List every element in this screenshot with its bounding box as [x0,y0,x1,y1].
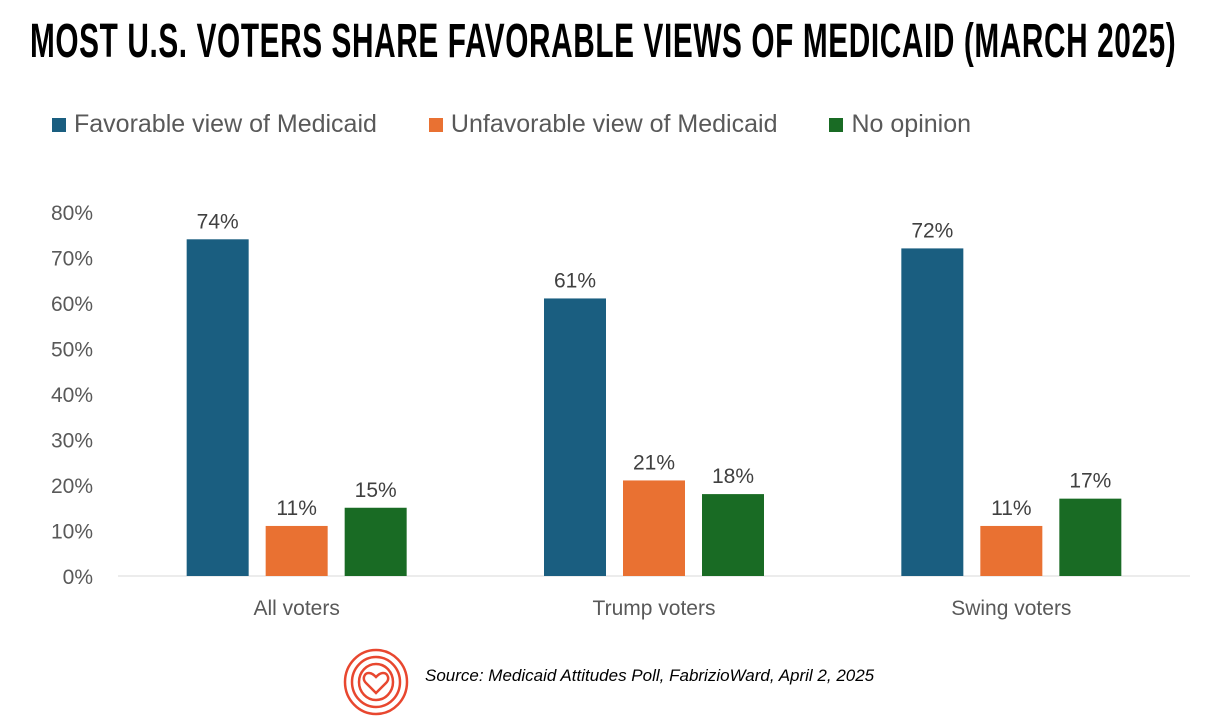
y-tick-label: 50% [51,339,93,362]
legend-label: Favorable view of Medicaid [74,110,377,138]
x-tick-label: Swing voters [951,597,1071,620]
data-label: 11% [276,497,316,520]
legend-item: Favorable view of Medicaid [52,110,377,139]
y-tick-label: 40% [51,384,93,407]
bar [265,525,328,576]
data-label: 11% [991,497,1031,520]
bar [1059,498,1122,576]
legend-label: Unfavorable view of Medicaid [450,110,778,138]
x-tick-label: Trump voters [593,597,716,620]
concentric-heart-logo-icon [343,648,409,716]
data-label: 21% [633,451,675,474]
bar [623,480,685,576]
data-label: 15% [355,479,397,502]
data-label: 18% [712,465,754,488]
data-label: 61% [554,269,596,292]
data-label: 17% [1069,470,1111,493]
bar [344,507,407,576]
source-note: Source: Medicaid Attitudes Poll, Fabrizi… [425,666,875,685]
y-tick-label: 70% [51,248,93,271]
x-tick-label: All voters [253,597,339,620]
data-label: 72% [911,219,953,242]
legend-item: No opinion [829,110,971,139]
y-tick-label: 60% [51,293,93,316]
legend-swatch [428,117,443,132]
y-tick-label: 10% [51,521,93,544]
legend-label: No opinion [851,110,972,138]
y-tick-label: 30% [51,430,93,453]
chart-title: MOST U.S. VOTERS SHARE FAVORABLE VIEWS O… [30,15,1177,68]
bar [544,298,606,576]
y-tick-label: 0% [63,566,93,589]
legend: Favorable view of Medicaid Unfavorable vi… [52,110,1023,139]
legend-item: Unfavorable view of Medicaid [428,110,778,139]
legend-swatch [829,117,844,132]
bar [186,239,249,577]
legend-swatch [52,117,66,132]
bar [702,494,764,576]
y-tick-label: 80% [51,202,93,225]
bar [901,248,964,576]
data-label: 74% [197,210,239,233]
bar [980,525,1043,576]
y-tick-label: 20% [51,475,93,498]
